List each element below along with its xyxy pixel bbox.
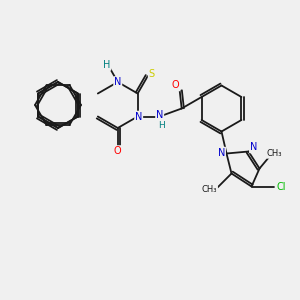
Text: N: N bbox=[114, 77, 122, 87]
Text: CH₃: CH₃ bbox=[202, 185, 217, 194]
Text: CH₃: CH₃ bbox=[267, 149, 282, 158]
Text: O: O bbox=[114, 146, 122, 156]
Text: Cl: Cl bbox=[277, 182, 286, 191]
Text: N: N bbox=[135, 112, 142, 122]
Text: H: H bbox=[158, 121, 165, 130]
Text: O: O bbox=[172, 80, 179, 91]
Text: N: N bbox=[250, 142, 257, 152]
Text: N: N bbox=[156, 110, 164, 119]
Text: N: N bbox=[218, 148, 225, 158]
Text: S: S bbox=[148, 69, 155, 79]
Text: H: H bbox=[103, 60, 110, 70]
